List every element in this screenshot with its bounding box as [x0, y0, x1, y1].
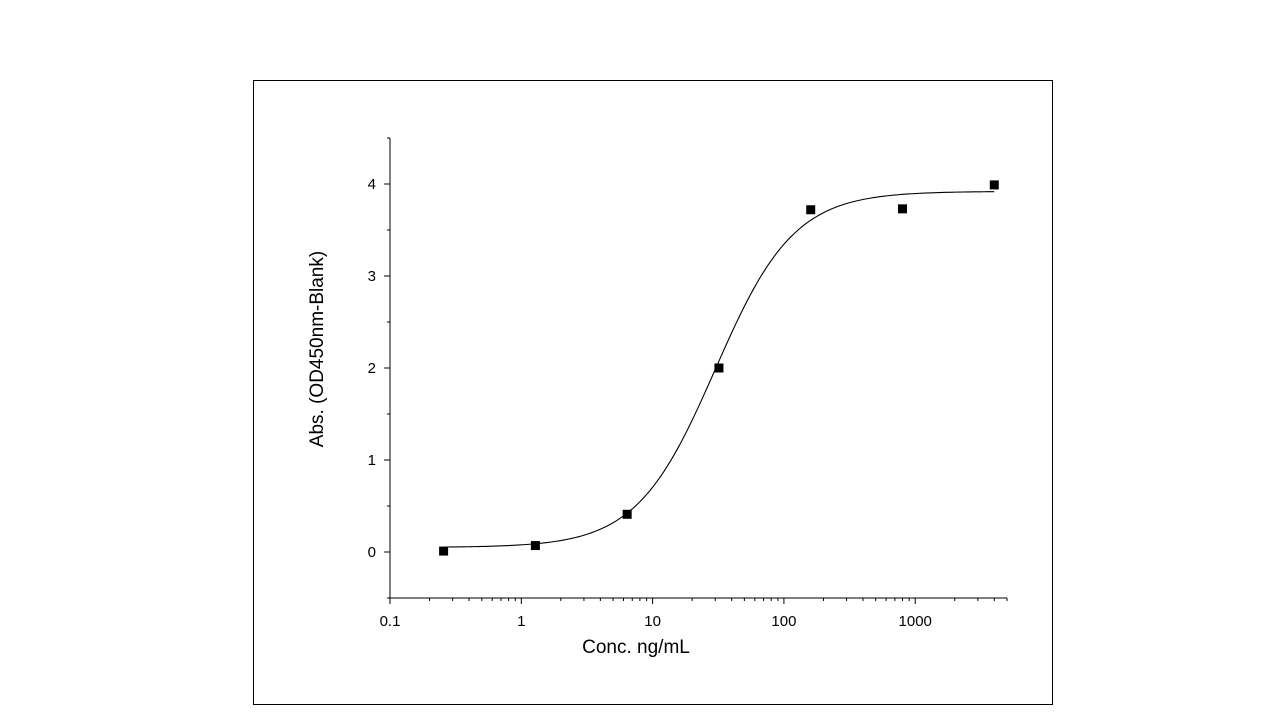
data-point: [439, 546, 449, 556]
x-tick-label: 0.1: [380, 613, 401, 630]
data-point: [806, 205, 816, 215]
y-tick-label: 1: [368, 452, 376, 469]
data-point: [714, 363, 724, 373]
y-tick-label: 0: [368, 544, 376, 561]
y-tick-label: 3: [368, 268, 376, 285]
data-point: [622, 509, 632, 519]
data-points: [439, 180, 999, 556]
x-tick-label: 1000: [899, 613, 932, 630]
chart-frame: 0 1 2 3 4 0.1 1 10 100 1000 Conc. ng/mL Abs. (OD4…: [253, 80, 1053, 705]
y-axis-title: Abs. (OD450nm-Blank): [307, 251, 328, 447]
axes: 0 1 2 3 4 0.1 1 10 100 1000: [368, 137, 1008, 630]
x-axis-title: Conc. ng/mL: [582, 637, 690, 658]
chart-plot: 0 1 2 3 4 0.1 1 10 100 1000 Conc. ng/mL Abs. (OD4…: [307, 137, 1008, 658]
y-tick-label: 4: [368, 176, 376, 193]
x-tick-label: 1: [517, 613, 525, 630]
data-point: [530, 541, 540, 551]
y-tick-label: 2: [368, 360, 376, 377]
data-point: [989, 180, 999, 190]
x-tick-label: 10: [644, 613, 661, 630]
data-point: [897, 204, 907, 214]
x-tick-label: 100: [771, 613, 796, 630]
